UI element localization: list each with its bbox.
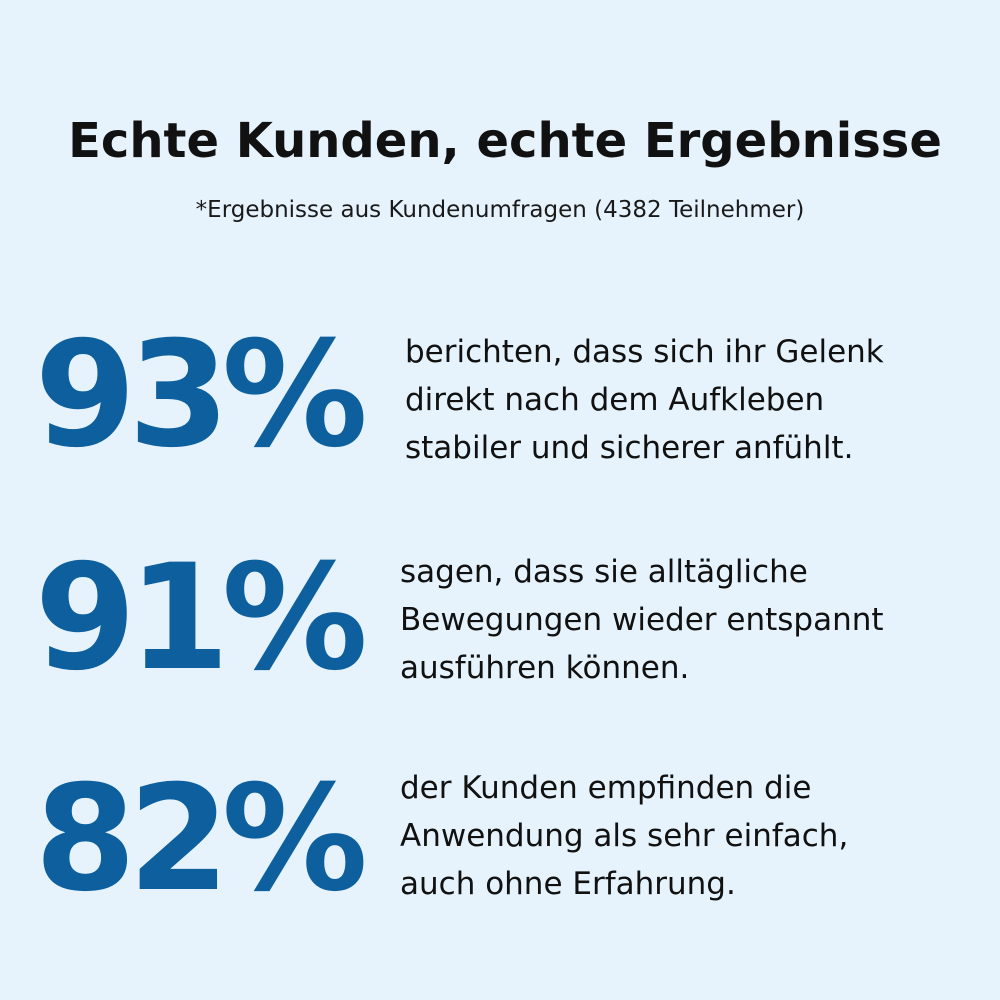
stat-value-2: 91% <box>34 533 368 703</box>
stat-value-3: 82% <box>34 754 368 924</box>
stat-description-line: stabiler und sicherer anfühlt. <box>405 430 854 466</box>
stat-description-1: berichten, dass sich ihr Gelenk direkt n… <box>405 328 884 472</box>
stat-description-line: sagen, dass sie alltägliche <box>400 554 808 590</box>
stat-description-2: sagen, dass sie alltägliche Bewegungen w… <box>400 548 884 692</box>
stat-description-line: Anwendung als sehr einfach, <box>400 818 849 854</box>
stat-description-line: ausführen können. <box>400 650 690 686</box>
stat-description-line: der Kunden empfinden die <box>400 770 812 806</box>
stat-value-1: 93% <box>34 310 368 480</box>
page-subtitle: *Ergebnisse aus Kundenumfragen (4382 Tei… <box>195 197 805 223</box>
stat-description-line: direkt nach dem Aufkleben <box>405 382 825 418</box>
stat-description-3: der Kunden empfinden die Anwendung als s… <box>400 764 848 908</box>
stat-description-line: auch ohne Erfahrung. <box>400 866 736 902</box>
page-title: Echte Kunden, echte Ergebnisse <box>68 113 942 169</box>
stat-description-line: Bewegungen wieder entspannt <box>400 602 884 638</box>
stat-description-line: berichten, dass sich ihr Gelenk <box>405 334 884 370</box>
